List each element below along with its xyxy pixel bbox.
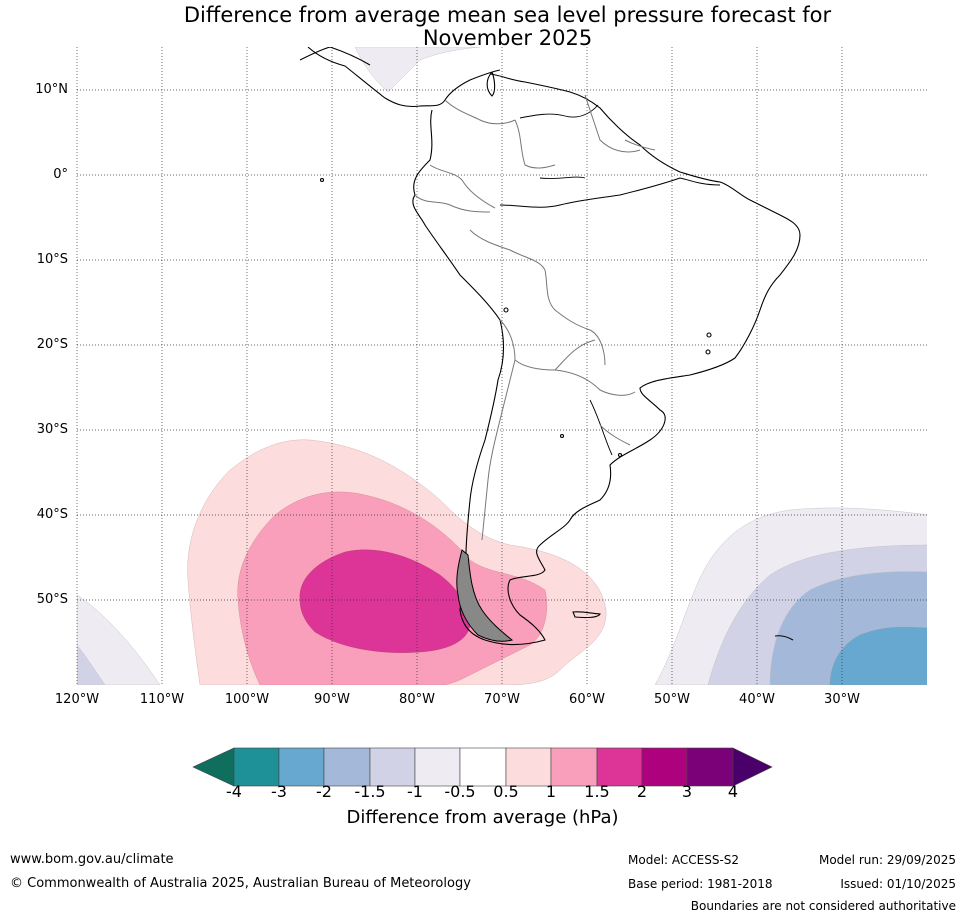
colorbar-extend-low <box>192 747 235 787</box>
anomaly-neg-05-north <box>354 47 481 93</box>
model-text: Model: ACCESS-S2 <box>628 853 740 867</box>
lat-label-40s: 40°S <box>36 507 68 522</box>
title-line-2: November 2025 <box>422 26 593 50</box>
base-period-text: Base period: 1981-2018 <box>628 877 773 891</box>
title-line-1: Difference from average mean sea level p… <box>183 3 832 27</box>
colorbar-cell-9 <box>596 747 643 787</box>
copyright-text: © Commonwealth of Australia 2025, Austra… <box>10 876 471 891</box>
colorbar <box>192 747 773 787</box>
country-borders <box>414 94 656 541</box>
colorbar-tick: 0.5 <box>493 782 519 801</box>
lon-label-70w: 70°W <box>484 692 520 707</box>
lat-label-10n: 10°N <box>35 82 68 97</box>
lon-label-120w: 120°W <box>54 692 100 707</box>
lon-label-50w: 50°W <box>654 692 690 707</box>
lat-label-20s: 20°S <box>36 337 68 352</box>
disclaimer-text: Boundaries are not considered authoritat… <box>690 899 956 913</box>
lon-label-40w: 40°W <box>739 692 775 707</box>
lon-label-80w: 80°W <box>399 692 435 707</box>
colorbar-cell-7 <box>505 747 552 787</box>
anomaly-neg-05-west <box>77 594 161 685</box>
lat-label-30s: 30°S <box>36 422 68 437</box>
colorbar-tick: -1 <box>407 782 423 801</box>
chart-title: Difference from average mean sea level p… <box>120 4 895 50</box>
lat-label-50s: 50°S <box>36 592 68 607</box>
colorbar-cell-2 <box>278 747 325 787</box>
lon-label-90w: 90°W <box>314 692 350 707</box>
issued-text: Issued: 01/10/2025 <box>840 877 956 891</box>
model-run-text: Model run: 29/09/2025 <box>818 853 956 867</box>
anomaly-fields <box>77 47 927 685</box>
colorbar-extend-high <box>732 747 773 787</box>
lon-label-110w: 110°W <box>139 692 185 707</box>
colorbar-cell-6 <box>459 747 507 787</box>
colorbar-cell-5 <box>414 747 461 787</box>
colorbar-tick: -3 <box>271 782 287 801</box>
colorbar-label: Difference from average (hPa) <box>346 807 619 828</box>
patagonia-archipelago <box>456 549 514 642</box>
colorbar-tick: 4 <box>727 782 739 801</box>
colorbar-cell-1 <box>233 747 280 787</box>
colorbar-tick: 1.5 <box>584 782 610 801</box>
anomaly-neg-1-west <box>77 644 106 685</box>
graticule <box>76 47 927 685</box>
colorbar-cell-10 <box>641 747 688 787</box>
lon-label-100w: 100°W <box>224 692 270 707</box>
coastlines <box>299 47 801 646</box>
colorbar-cell-3 <box>323 747 371 787</box>
colorbar-tick: 1 <box>545 782 557 801</box>
colorbar-tick: -1.5 <box>354 782 386 801</box>
colorbar-tick: -0.5 <box>444 782 476 801</box>
website-link[interactable]: www.bom.gov.au/climate <box>10 852 174 867</box>
south-america-coast <box>412 73 801 646</box>
colorbar-tick: -4 <box>226 782 242 801</box>
lon-label-30w: 30°W <box>824 692 860 707</box>
colorbar-cell-11 <box>686 747 734 787</box>
colorbar-tick: 2 <box>636 782 648 801</box>
colorbar-cell-8 <box>550 747 598 787</box>
lat-label-0: 0° <box>53 167 68 182</box>
colorbar-tick: -2 <box>316 782 332 801</box>
lat-label-10s: 10°S <box>36 252 68 267</box>
colorbar-tick: 3 <box>681 782 693 801</box>
anomaly-neg-2-east <box>829 626 927 685</box>
colorbar-cell-4 <box>369 747 416 787</box>
lon-label-60w: 60°W <box>569 692 605 707</box>
